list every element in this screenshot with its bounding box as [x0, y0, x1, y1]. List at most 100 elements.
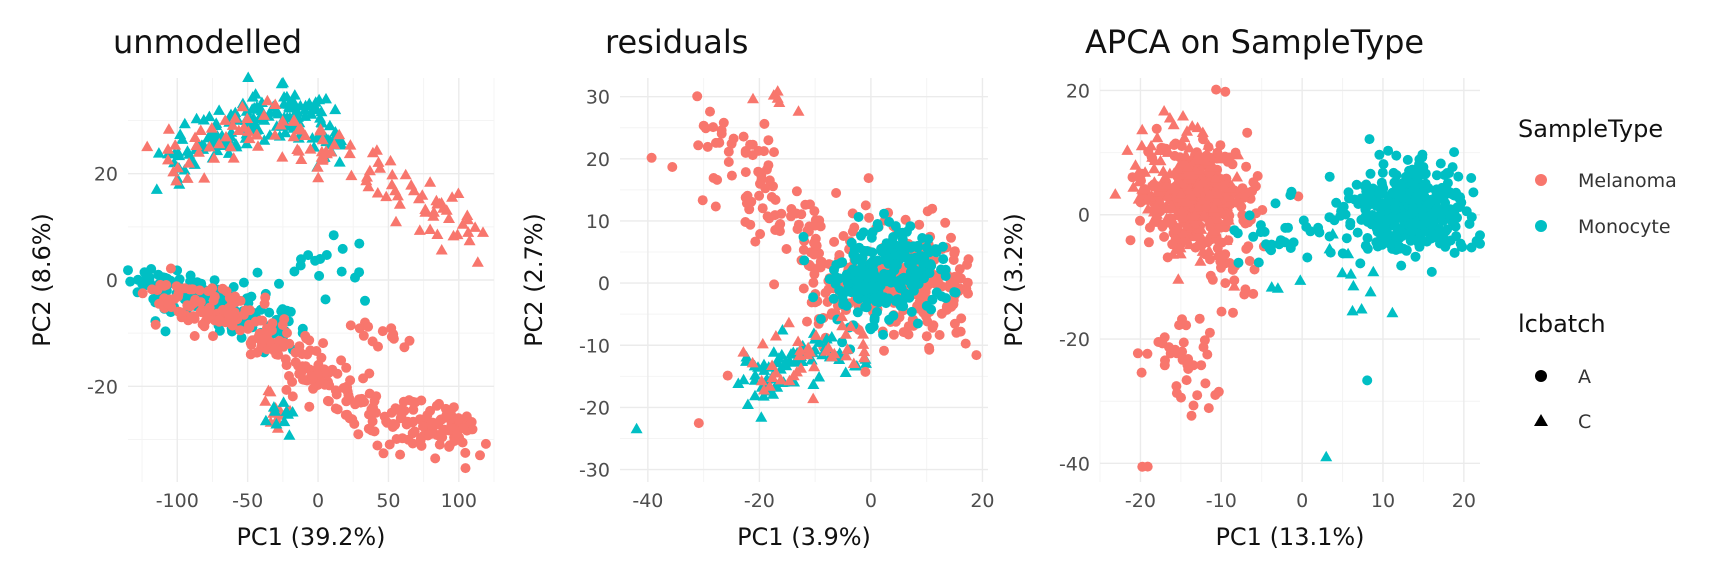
- panel-title: APCA on SampleType: [1085, 23, 1424, 61]
- point-monocyte-batch-a: [1365, 168, 1376, 179]
- point-melanoma-batch-a: [1200, 378, 1211, 389]
- point-monocyte-batch-a: [876, 243, 887, 254]
- point-monocyte-batch-a: [1414, 241, 1425, 252]
- x-tick-label: -20: [1125, 490, 1156, 512]
- point-melanoma-batch-c: [343, 147, 356, 159]
- point-melanoma-batch-a: [971, 350, 982, 361]
- point-melanoma-batch-a: [740, 192, 751, 203]
- point-monocyte-batch-a: [1377, 180, 1388, 191]
- point-monocyte-batch-c: [267, 401, 280, 412]
- point-monocyte-batch-a: [1261, 239, 1271, 250]
- point-monocyte-batch-a: [1233, 257, 1244, 268]
- point-melanoma-batch-a: [888, 329, 899, 340]
- point-melanoma-batch-a: [1202, 349, 1213, 360]
- point-melanoma-batch-c: [440, 204, 453, 215]
- point-melanoma-batch-c: [299, 129, 312, 140]
- point-monocyte-batch-c: [1367, 265, 1380, 277]
- point-melanoma-batch-a: [287, 391, 298, 402]
- point-melanoma-batch-a: [1178, 337, 1189, 348]
- point-melanoma-batch-c: [1172, 173, 1185, 184]
- point-melanoma-batch-c: [227, 152, 240, 163]
- point-melanoma-batch-a: [1242, 127, 1253, 138]
- point-melanoma-batch-a: [1176, 141, 1187, 152]
- point-melanoma-batch-c: [746, 356, 759, 368]
- point-monocyte-batch-a: [1426, 266, 1437, 277]
- point-melanoma-batch-a: [301, 333, 312, 344]
- point-monocyte-batch-a: [1341, 233, 1352, 244]
- point-melanoma-batch-a: [1210, 390, 1221, 400]
- x-tick-label: 20: [970, 490, 994, 512]
- point-monocyte-batch-a: [1442, 178, 1453, 188]
- point-monocyte-batch-a: [1391, 170, 1402, 181]
- point-melanoma-batch-c: [1148, 154, 1161, 165]
- point-melanoma-batch-a: [407, 438, 418, 449]
- point-melanoma-batch-c: [183, 157, 195, 168]
- point-melanoma-batch-a: [1211, 84, 1222, 95]
- point-melanoma-batch-c: [808, 360, 821, 372]
- point-melanoma-batch-a: [1215, 140, 1226, 151]
- point-melanoma-batch-a: [408, 404, 419, 415]
- point-monocyte-batch-a: [856, 263, 867, 273]
- point-melanoma-batch-c: [793, 349, 806, 361]
- y-tick-label: -20: [579, 397, 610, 419]
- point-melanoma-batch-c: [782, 316, 795, 328]
- point-melanoma-batch-a: [791, 186, 802, 197]
- point-monocyte-batch-a: [884, 314, 895, 325]
- point-melanoma-batch-a: [287, 376, 298, 387]
- point-melanoma-batch-a: [224, 309, 234, 320]
- point-melanoma-batch-a: [1216, 259, 1227, 270]
- x-tick-label: 10: [1371, 490, 1395, 512]
- point-melanoma-batch-a: [207, 283, 218, 294]
- point-monocyte-batch-c: [825, 331, 838, 342]
- point-melanoma-batch-c: [294, 122, 307, 134]
- point-melanoma-batch-a: [814, 262, 824, 273]
- point-monocyte-batch-c: [204, 129, 216, 140]
- point-melanoma-batch-a: [426, 428, 437, 439]
- point-monocyte-batch-a: [1383, 145, 1394, 156]
- point-melanoma-batch-a: [345, 320, 356, 331]
- point-melanoma-batch-c: [1180, 149, 1193, 161]
- point-monocyte-batch-c: [1355, 303, 1368, 314]
- point-melanoma-batch-a: [750, 236, 761, 247]
- point-monocyte-batch-a: [867, 247, 878, 258]
- point-melanoma-batch-a: [350, 399, 361, 410]
- point-melanoma-batch-c: [844, 320, 857, 331]
- point-melanoma-batch-a: [860, 200, 871, 211]
- panel-1: -100 -50 0 50 100 -20 0 20 unmodelled PC1 (39.2%)…: [28, 23, 495, 551]
- point-monocyte-batch-a: [321, 250, 332, 260]
- point-melanoma-batch-c: [226, 119, 239, 130]
- point-melanoma-batch-c: [1228, 280, 1241, 291]
- point-melanoma-batch-c: [370, 144, 383, 155]
- point-melanoma-batch-c: [1202, 139, 1215, 150]
- point-melanoma-batch-c: [295, 153, 308, 164]
- point-melanoma-batch-c: [220, 130, 232, 142]
- point-melanoma-batch-c: [259, 395, 272, 406]
- legend-batch-c-key: [1534, 414, 1548, 426]
- point-melanoma-batch-a: [722, 370, 733, 381]
- legend-melanoma-key: [1535, 174, 1547, 186]
- point-melanoma-batch-a: [363, 321, 374, 332]
- point-melanoma-batch-c: [1174, 241, 1187, 253]
- point-melanoma-batch-c: [311, 161, 324, 172]
- point-monocyte-batch-c: [749, 369, 762, 380]
- point-melanoma-batch-a: [1241, 243, 1252, 254]
- point-monocyte-batch-a: [837, 337, 848, 348]
- point-melanoma-batch-c: [758, 384, 770, 395]
- point-melanoma-batch-a: [755, 229, 766, 239]
- point-melanoma-batch-a: [800, 199, 811, 210]
- point-monocyte-batch-a: [936, 264, 946, 275]
- point-monocyte-batch-c: [279, 126, 292, 138]
- point-melanoma-batch-a: [809, 249, 820, 260]
- point-melanoma-batch-c: [1121, 144, 1134, 155]
- point-melanoma-batch-a: [1176, 392, 1186, 403]
- point-monocyte-batch-a: [303, 250, 314, 261]
- point-melanoma-batch-c: [250, 128, 263, 140]
- point-monocyte-batch-c: [741, 398, 754, 409]
- point-melanoma-batch-a: [763, 160, 774, 171]
- point-monocyte-batch-c: [299, 110, 312, 121]
- point-melanoma-batch-a: [1169, 140, 1180, 150]
- point-melanoma-batch-a: [294, 346, 305, 357]
- point-melanoma-batch-c: [792, 335, 805, 346]
- point-melanoma-batch-c: [841, 343, 854, 354]
- point-melanoma-batch-a: [726, 138, 737, 149]
